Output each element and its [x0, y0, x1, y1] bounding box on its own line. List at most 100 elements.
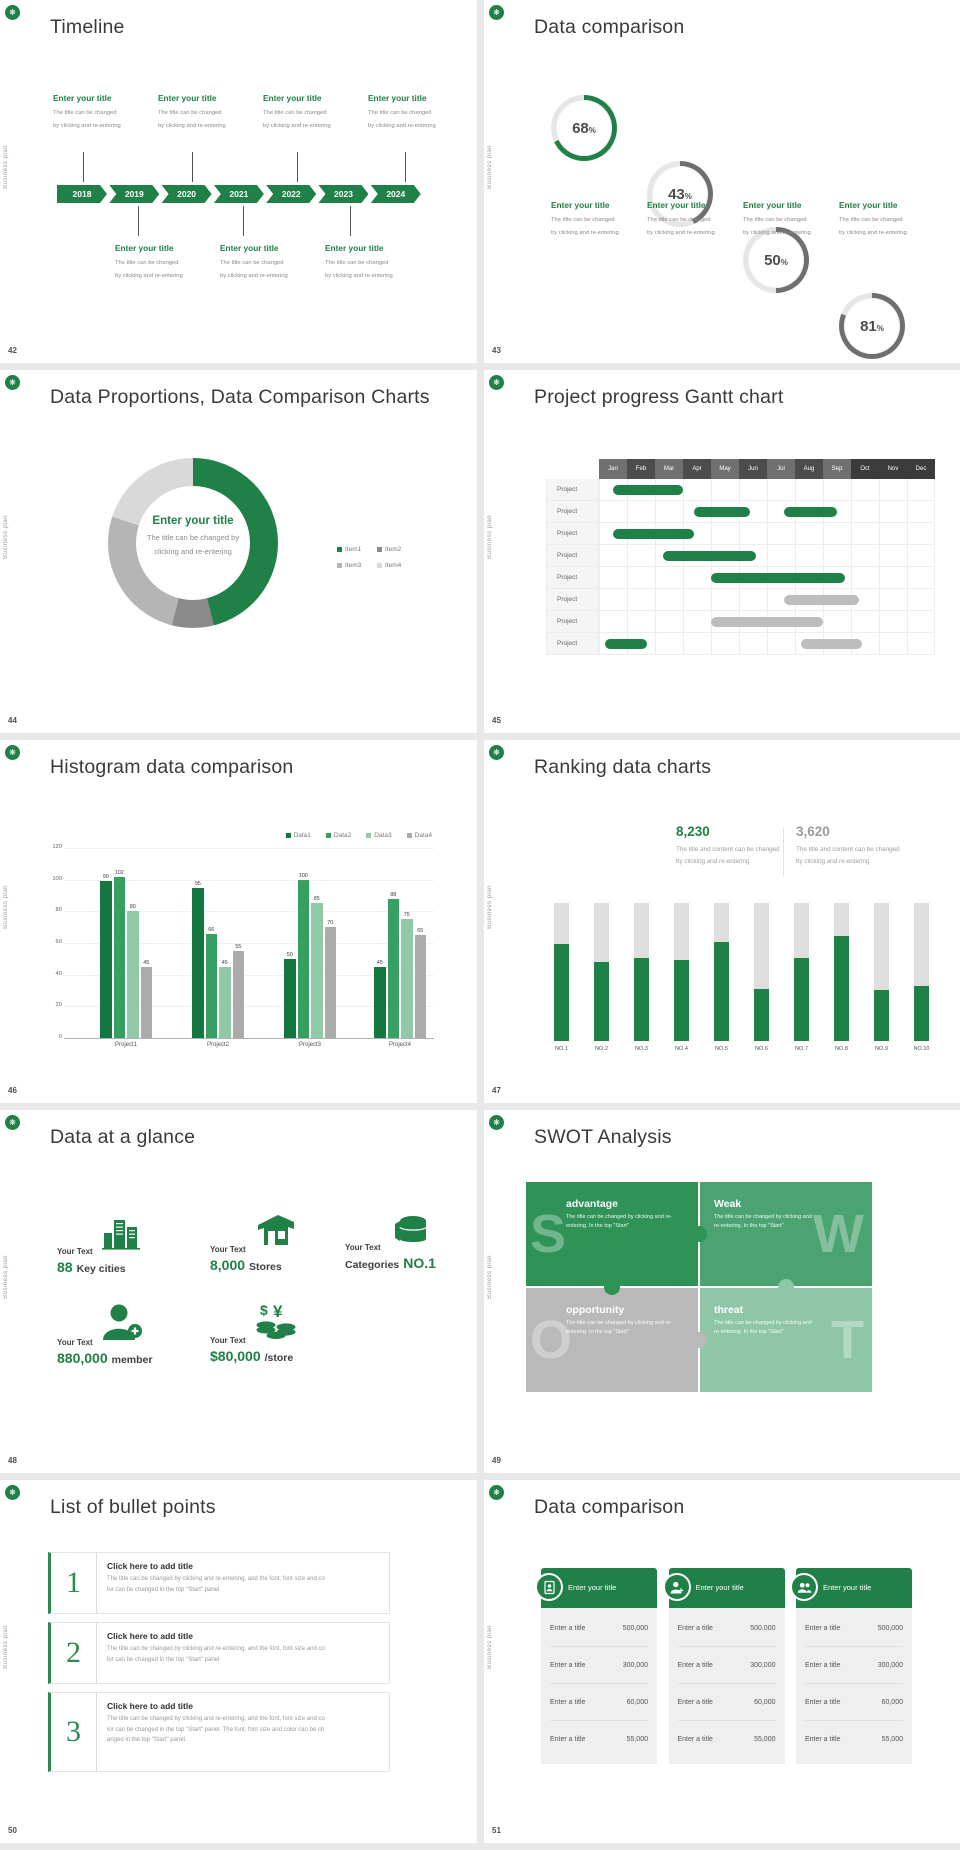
slide-42-timeline[interactable]: Timeline Enter your title The title can b… — [0, 0, 477, 363]
slide-logo-icon: ❋ — [5, 5, 20, 20]
gantt-bar — [800, 639, 863, 649]
bar-value-label: 95 — [194, 880, 201, 887]
ranking-bar-label: NO.4 — [675, 1046, 688, 1052]
bullet-item: 3 Click here to add title The title can be… — [48, 1692, 390, 1772]
slide-title: Timeline — [50, 16, 125, 38]
category-drum-icon — [389, 1213, 429, 1252]
gantt-month-header: Jan — [599, 459, 627, 479]
gantt-month-header: Mar — [655, 459, 683, 479]
vertical-business-plan-label: Business plan — [487, 885, 493, 930]
ring-entry-body: The title can be changed — [839, 217, 903, 223]
glance-value-part: Stores — [249, 1261, 282, 1273]
svg-text:$: $ — [260, 1302, 268, 1318]
data-card-body: Enter a title 500,000 Enter a title 300,000… — [796, 1608, 912, 1764]
histogram-bar — [284, 958, 296, 1038]
gantt-month-header: Feb — [627, 459, 655, 479]
timeline-entry-body: by clicking and re-entering — [158, 123, 226, 129]
legend-label: Item1 — [345, 546, 362, 553]
legend-label: Item4 — [385, 562, 402, 569]
gantt-row: Project — [546, 633, 935, 655]
swot-puzzle-tab — [691, 1226, 707, 1242]
bullets-canvas: 1 Click here to add title The title can be… — [0, 1480, 477, 1843]
gridline — [64, 974, 434, 976]
slide-47-ranking-charts[interactable]: Ranking data charts 8,230 The title and c… — [484, 740, 960, 1103]
stat-divider — [783, 828, 784, 876]
timeline-entry-body: The title can be changed — [53, 110, 117, 116]
ranking-bar-label: NO.8 — [835, 1046, 848, 1052]
progress-ring: 81% — [839, 293, 905, 359]
ranking-bar-label: NO.7 — [795, 1046, 808, 1052]
ring-entry-body: The title can be changed — [743, 217, 807, 223]
bar-value-label: 80 — [129, 904, 136, 911]
glance-value-part: /store — [264, 1352, 294, 1364]
swot-quadrant-content: threat The title can be changed by clicki… — [700, 1304, 872, 1337]
slide-46-histogram[interactable]: Histogram data comparison Data1 Data2 Data… — [0, 740, 477, 1103]
histogram-bar — [127, 911, 139, 1038]
gantt-row: Project — [546, 545, 935, 567]
data-card-row-value: 500,000 — [877, 1624, 903, 1632]
gridline — [64, 879, 434, 881]
donut-hole — [136, 486, 250, 600]
timeline-entry: Enter your title The title can be changed… — [368, 93, 464, 133]
glance-value-part: Key cities — [76, 1263, 126, 1275]
ranking-bar-label: NO.3 — [635, 1046, 648, 1052]
gantt-row-grid — [599, 633, 935, 655]
gantt-month-header: Oct — [851, 459, 879, 479]
swot-quadrant-heading: opportunity — [566, 1304, 625, 1316]
ranking-bar-label: NO.1 — [555, 1046, 568, 1052]
bar-value-label: 55 — [235, 943, 242, 950]
timeline-entry-title: Enter your title — [220, 243, 279, 253]
slide-title: Data Proportions, Data Comparison Charts — [50, 386, 430, 408]
timeline-connector-line — [138, 206, 139, 236]
gridline — [64, 1038, 434, 1039]
slide-45-gantt-chart[interactable]: Project progress Gantt chart Jan Feb Mar Ap… — [484, 370, 960, 733]
slide-44-data-proportions[interactable]: Data Proportions, Data Comparison Charts… — [0, 370, 477, 733]
gridline — [64, 943, 434, 944]
glance-stat-head: Your Text — [57, 1213, 141, 1256]
slide-number: 51 — [492, 1826, 501, 1835]
ranking-stat-body-line: by clicking and re-entering — [796, 857, 870, 865]
slide-logo-icon: ❋ — [5, 1115, 20, 1130]
gridline — [64, 1006, 434, 1008]
glance-value-part: member — [111, 1354, 153, 1366]
slide-51-data-comparison-tables[interactable]: Data comparison Enter your title Enter a … — [484, 1480, 960, 1843]
bullet-item-body-line: The title can be changed by clicking and… — [107, 1576, 325, 1582]
ranking-bar-label: NO.9 — [875, 1046, 888, 1052]
histogram-bar-column: 88 — [387, 892, 399, 1038]
data-card-row-value: 300,000 — [750, 1661, 776, 1669]
gantt-bar — [711, 617, 823, 627]
gantt-row-label: Project — [546, 567, 599, 589]
data-card-row: Enter a title 60,000 — [550, 1684, 648, 1721]
glance-stat-value: 88 Key cities — [57, 1259, 141, 1277]
slide-43-data-comparison[interactable]: Data comparison 68% Enter your title The t… — [484, 0, 960, 363]
swot-quadrant-content: advantage The title can be changed by cli… — [526, 1198, 698, 1231]
bullet-item-body-line: lor can be changed in the top "Start" pa… — [107, 1656, 220, 1663]
x-axis-category-label: Project3 — [298, 1042, 321, 1048]
bullet-number: 2 — [51, 1623, 97, 1683]
ring-entry-title: Enter your title — [743, 200, 802, 210]
bar-value-label: 75 — [403, 912, 410, 919]
data-card: Enter your title Enter a title 500,000 Ente… — [790, 1568, 912, 1764]
ranking-bar-fill — [874, 990, 889, 1041]
gantt-month-header: May — [711, 459, 739, 479]
slide-logo-icon: ❋ — [489, 1115, 504, 1130]
progress-ring: 43% — [647, 161, 713, 227]
swot-quadrant-body: The title can be changed by clicking and… — [566, 1320, 673, 1336]
legend-label: Item3 — [345, 562, 362, 569]
data-card-row: Enter a title 500,000 — [677, 1610, 776, 1647]
histogram-legend: Data1 Data2 Data3 Data4 — [0, 832, 432, 839]
slide-number: 48 — [8, 1456, 17, 1465]
gantt-bar — [613, 485, 683, 495]
vertical-business-plan-label: Business plan — [3, 1625, 9, 1670]
slide-50-bullet-points[interactable]: List of bullet points 1 Click here to add… — [0, 1480, 477, 1843]
timeline-entry-body: by clicking and re-entering — [53, 123, 121, 129]
slide-48-data-at-a-glance[interactable]: Data at a glance Your Text 88 Key cities Yo… — [0, 1110, 477, 1473]
data-card-row: Enter a title 55,000 — [678, 1721, 776, 1758]
timeline-entry-body: The title can be changed — [220, 260, 284, 266]
histogram-bar — [140, 966, 152, 1038]
gantt-row-grid — [599, 545, 935, 567]
glance-stat-value: Categories NO.1 — [345, 1255, 440, 1273]
